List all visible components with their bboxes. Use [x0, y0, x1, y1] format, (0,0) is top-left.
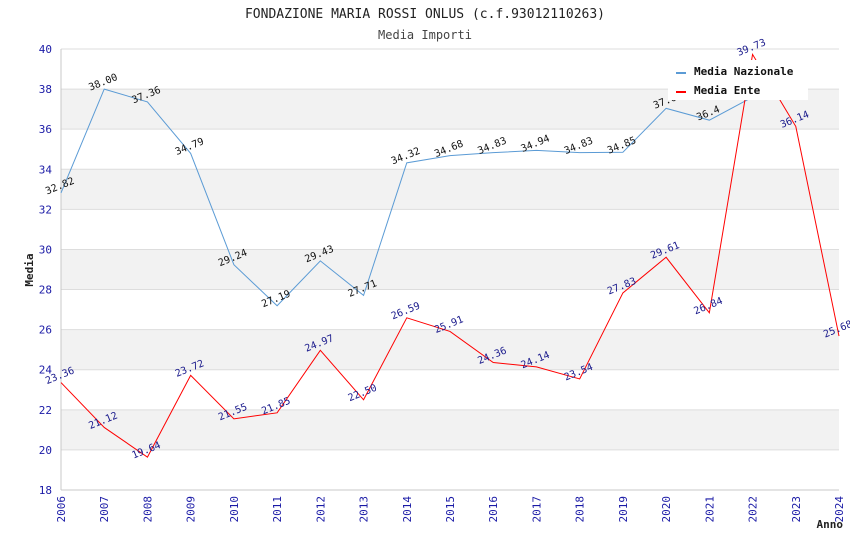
x-axis-ticks: 2006 2007 2008 2009 2010 2011 2012 2013 2014 2015…: [55, 496, 846, 523]
x-tick-label: 2019: [617, 496, 630, 523]
y-tick-label: 22: [39, 404, 52, 417]
grid-band: [61, 409, 839, 450]
gridlines: [61, 48, 839, 491]
grid-band: [61, 329, 839, 370]
x-tick-label: 2015: [444, 496, 457, 523]
x-tick-label: 2024: [833, 496, 846, 523]
y-tick-label: 36: [39, 123, 52, 136]
data-label: 34.83: [563, 136, 595, 157]
y-tick-label: 26: [39, 324, 52, 337]
data-label: 34.94: [519, 133, 551, 154]
y-tick-label: 32: [39, 203, 52, 216]
data-label: 34.32: [390, 146, 422, 167]
chart-title: FONDAZIONE MARIA ROSSI ONLUS (c.f.930121…: [245, 7, 605, 22]
y-tick-label: 34: [39, 163, 53, 176]
grid-band: [61, 249, 839, 290]
x-tick-label: 2009: [185, 496, 198, 523]
grid-bands: [61, 89, 839, 450]
x-tick-label: 2023: [790, 496, 803, 523]
data-label: 34.85: [606, 135, 638, 156]
y-tick-label: 30: [39, 243, 52, 256]
x-tick-label: 2008: [141, 496, 154, 523]
series-line-media-nazionale: [60, 88, 753, 307]
x-tick-label: 2017: [530, 496, 543, 523]
x-tick-label: 2021: [703, 496, 716, 523]
series-line-media-ente: [60, 52, 840, 458]
y-axis-title: Media: [23, 253, 36, 286]
x-tick-label: 2010: [228, 496, 241, 523]
y-axis-ticks: 18 20 22 24 26 28 30 32 34 36 38 40: [39, 43, 53, 497]
y-tick-label: 40: [39, 43, 52, 56]
data-label: 26.84: [692, 296, 724, 317]
legend-label: Media Ente: [694, 84, 761, 97]
x-tick-label: 2022: [747, 496, 760, 523]
x-tick-label: 2014: [401, 496, 414, 523]
y-tick-label: 20: [39, 444, 52, 457]
y-tick-label: 24: [39, 364, 53, 377]
x-tick-label: 2011: [271, 496, 284, 523]
x-tick-label: 2006: [55, 496, 68, 523]
data-label: 39.73: [736, 37, 768, 58]
x-tick-label: 2018: [574, 496, 587, 523]
data-label: 34.68: [433, 139, 465, 160]
axes: [60, 49, 839, 491]
x-tick-label: 2016: [487, 496, 500, 523]
x-tick-label: 2007: [98, 496, 111, 523]
legend-label: Media Nazionale: [694, 65, 794, 78]
series-lines: [60, 52, 840, 458]
legend-box: [668, 60, 808, 100]
data-label: 27.19: [260, 289, 292, 310]
legend: Media Nazionale Media Ente: [668, 60, 808, 100]
x-tick-label: 2013: [358, 496, 371, 523]
x-tick-label: 2012: [314, 496, 327, 523]
x-axis-title: Anno: [817, 518, 844, 531]
chart-subtitle: Media Importi: [378, 28, 472, 42]
x-tick-label: 2020: [660, 496, 673, 523]
y-tick-label: 28: [39, 284, 52, 297]
data-label: 34.83: [476, 136, 508, 157]
y-tick-label: 18: [39, 484, 52, 497]
y-tick-label: 38: [39, 83, 52, 96]
grid-band: [61, 169, 839, 210]
